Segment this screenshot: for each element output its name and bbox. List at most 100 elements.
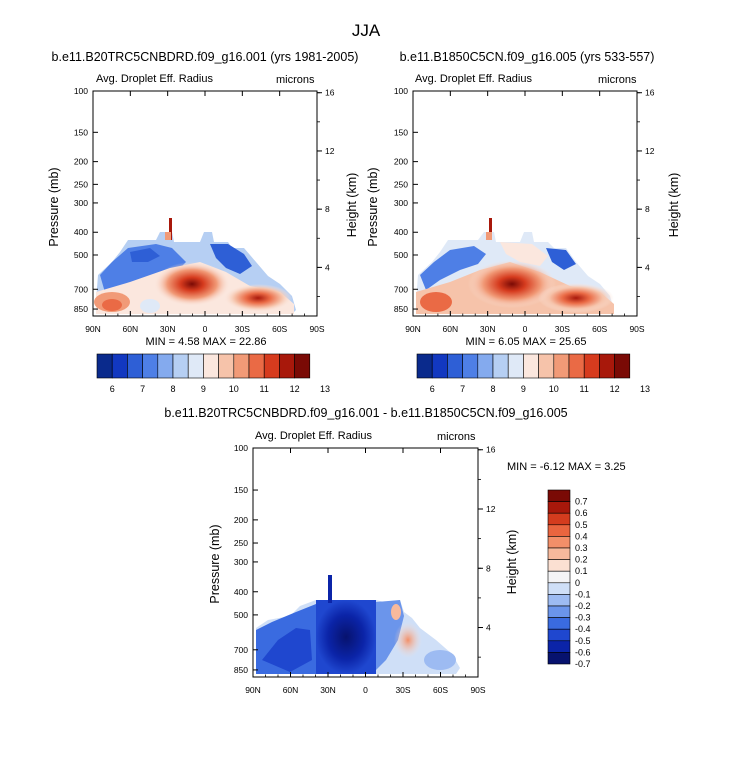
- left-panel-title: b.e11.B20TRC5CNBDRD.f09_g16.001 (yrs 198…: [51, 50, 359, 64]
- diff-colorbar-label: -0.2: [575, 601, 591, 611]
- diff-ytick-label: 200: [234, 515, 248, 525]
- diff-ytick-right-label: 4: [486, 623, 491, 633]
- diff-colorbar-swatch: [547, 512, 571, 526]
- diff-colorbar-swatch: [547, 652, 571, 665]
- right-ytick-label: 700: [394, 284, 408, 294]
- diff-colorbar-swatch: [547, 582, 571, 595]
- left-ytick-label: 700: [74, 284, 88, 294]
- diff-colorbar-swatch: [547, 559, 571, 572]
- diff-colorbar-label: 0.2: [575, 555, 588, 565]
- left-colorbar-swatch: [203, 353, 219, 379]
- right-colorbar-label: 13: [640, 384, 650, 394]
- right-colorbar-label: 8: [490, 384, 495, 394]
- right-xtick-label: 0: [523, 324, 528, 334]
- left-colorbar-label: 11: [260, 384, 269, 394]
- diff-xtick-label: 90S: [470, 685, 485, 695]
- diff-colorbar-swatch: [547, 536, 571, 549]
- right-ytick-label: 500: [394, 250, 408, 260]
- right-ytick-label: 400: [394, 227, 408, 237]
- page-title: JJA: [351, 21, 381, 40]
- right-colorbar-swatch: [492, 353, 509, 379]
- left-ytick-label: 250: [74, 179, 88, 189]
- right-xtick-label: 30N: [480, 324, 496, 334]
- right-minmax-stats: MIN = 6.05 MAX = 25.65: [465, 336, 587, 348]
- left-units-label: microns: [276, 74, 315, 86]
- right-field: [416, 218, 614, 314]
- left-ytick-label: 500: [74, 250, 88, 260]
- diff-colorbar-swatch: [547, 594, 571, 607]
- diff-ytick-right-label: 8: [486, 563, 491, 573]
- right-ytick-label: 250: [394, 179, 408, 189]
- right-panel-title: b.e11.B1850C5CN.f09_g16.005 (yrs 533-557…: [399, 50, 655, 64]
- left-variable-label: Avg. Droplet Eff. Radius: [96, 73, 213, 85]
- left-colorbar-label: 13: [320, 384, 330, 394]
- left-ytick-right-label: 12: [325, 146, 335, 156]
- right-ytick-label: 100: [394, 86, 408, 96]
- right-axes: 90N 60N 30N 0 30S 60S 90S 100 150 200 250 300 400 500…: [394, 86, 655, 334]
- right-colorbar-label: 7: [460, 384, 465, 394]
- left-colorbar-swatch: [294, 353, 311, 379]
- left-colorbar-swatch: [233, 353, 250, 379]
- diff-minmax-stats: MIN = -6.12 MAX = 3.25: [507, 461, 626, 473]
- diff-ytick-right-label: 12: [486, 504, 496, 514]
- right-xtick-label: 30S: [555, 324, 570, 334]
- right-ytick-right-label: 8: [645, 204, 650, 214]
- left-xtick-label: 60N: [123, 324, 139, 334]
- diff-colorbar-swatch: [547, 640, 571, 653]
- left-ytick-right-label: 4: [325, 262, 330, 272]
- right-colorbar-swatch: [416, 353, 433, 379]
- right-colorbar-swatch: [447, 353, 463, 379]
- diff-colorbar-swatch: [547, 524, 571, 537]
- diff-ytick-label: 500: [234, 610, 248, 620]
- right-colorbar-swatch: [614, 353, 631, 379]
- left-ytick-label: 300: [74, 198, 88, 208]
- diff-colorbar-swatch: [547, 501, 571, 514]
- diff-xtick-label: 30S: [395, 685, 410, 695]
- right-colorbar-swatch: [462, 353, 479, 379]
- left-ytick-label: 100: [74, 86, 88, 96]
- diff-ytick-label: 150: [234, 485, 248, 495]
- right-colorbar-swatch: [523, 353, 539, 379]
- right-colorbar-swatch: [431, 353, 448, 379]
- diff-xtick-label: 0: [363, 685, 368, 695]
- diff-colorbar-label: 0.5: [575, 520, 588, 530]
- diff-axes: 90N 60N 30N 0 30S 60S 90S 100 150 200 250 300 400 500…: [234, 443, 496, 695]
- right-colorbar-label: 10: [549, 384, 559, 394]
- right-colorbar-swatch: [553, 353, 570, 379]
- right-colorbar-swatch: [583, 353, 600, 379]
- left-xtick-label: 90S: [309, 324, 324, 334]
- diff-colorbar-label: -0.6: [575, 647, 591, 657]
- left-colorbar-swatch: [127, 353, 143, 379]
- diff-colorbar-label: 0.6: [575, 508, 588, 518]
- left-colorbar-swatch: [248, 353, 265, 379]
- diff-colorbar-swatch: [547, 489, 571, 502]
- diff-colorbar-swatch: [547, 628, 571, 642]
- right-colorbar: 6 7 8 9 10 11 12 13: [416, 353, 650, 394]
- diff-colorbar-swatch: [547, 617, 571, 630]
- left-colorbar-label: 10: [229, 384, 239, 394]
- diff-units-label: microns: [437, 431, 476, 443]
- diff-ytick-right-label: 16: [486, 445, 496, 455]
- diff-xtick-label: 90N: [245, 685, 261, 695]
- left-colorbar: 6 7 8 9 10 11 12 13: [96, 353, 330, 394]
- left-ytick-label: 400: [74, 227, 88, 237]
- diff-field: [256, 575, 460, 674]
- diff-colorbar-label: 0.3: [575, 543, 588, 553]
- left-colorbar-swatch: [111, 353, 128, 379]
- right-units-label: microns: [598, 74, 637, 86]
- left-colorbar-swatch: [263, 353, 280, 379]
- right-xtick-label: 60N: [443, 324, 459, 334]
- diff-ytick-label: 850: [234, 665, 248, 675]
- diff-colorbar-label: -0.4: [575, 624, 591, 634]
- right-xtick-label: 90N: [405, 324, 421, 334]
- right-colorbar-swatch: [538, 353, 555, 379]
- diff-colorbar-label: 0.7: [575, 497, 588, 507]
- right-ytick-label: 300: [394, 198, 408, 208]
- diff-ytick-label: 700: [234, 645, 248, 655]
- left-colorbar-label: 7: [140, 384, 145, 394]
- diff-ytick-label: 400: [234, 587, 248, 597]
- left-xtick-label: 0: [203, 324, 208, 334]
- left-axes: 90N 60N 30N 0 30S 60S 90S 100 150 200 250 300 400 500…: [74, 86, 335, 334]
- left-minmax-stats: MIN = 4.58 MAX = 22.86: [145, 336, 267, 348]
- left-xtick-label: 90N: [85, 324, 101, 334]
